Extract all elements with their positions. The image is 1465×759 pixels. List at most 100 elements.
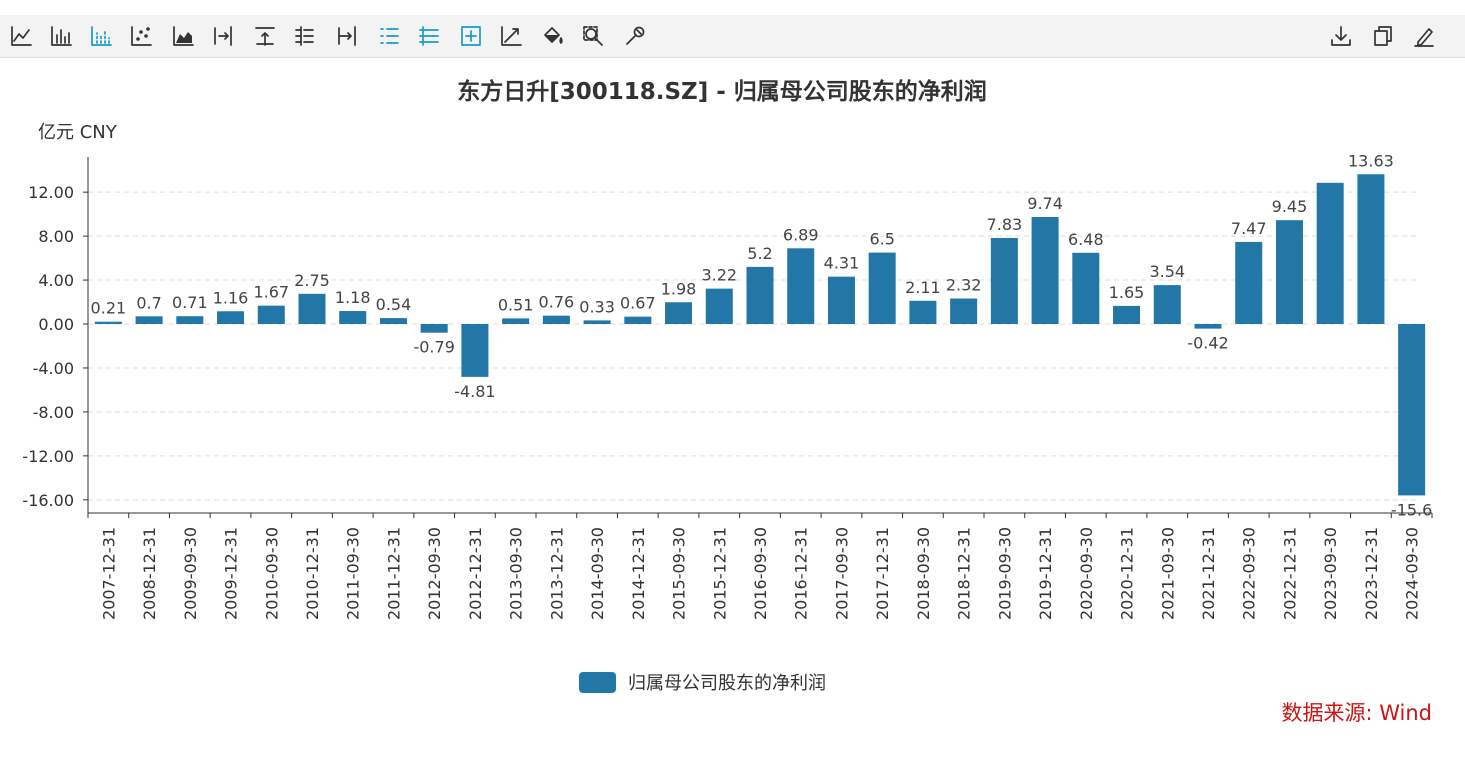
tree-list-button[interactable] bbox=[292, 23, 318, 49]
zoom-icon bbox=[583, 26, 603, 46]
bar[interactable] bbox=[868, 252, 896, 325]
bar[interactable] bbox=[909, 300, 937, 325]
bar-chart: 东方日升[300118.SZ] - 归属母公司股东的净利润 亿元 CNY 12.… bbox=[22, 78, 1433, 725]
data-label: 1.98 bbox=[661, 279, 697, 298]
bar[interactable] bbox=[1113, 305, 1141, 325]
line-chart-button[interactable] bbox=[8, 23, 34, 49]
bar[interactable] bbox=[461, 324, 489, 377]
x-tick-label: 2020-09-30 bbox=[1077, 527, 1096, 620]
data-label: 0.76 bbox=[539, 293, 575, 312]
dotted-bar-button[interactable] bbox=[88, 23, 114, 49]
bar[interactable] bbox=[1275, 220, 1303, 325]
bar[interactable] bbox=[1153, 285, 1181, 325]
bar[interactable] bbox=[1235, 241, 1263, 325]
x-tick-label: 2019-12-31 bbox=[1036, 527, 1055, 620]
wrench-button[interactable] bbox=[622, 23, 648, 49]
download-button[interactable] bbox=[1328, 23, 1354, 49]
x-tick-label: 2016-09-30 bbox=[751, 527, 770, 620]
stack-button[interactable] bbox=[416, 23, 442, 49]
x-tick-label: 2013-12-31 bbox=[547, 527, 566, 620]
area-chart-button[interactable] bbox=[170, 23, 196, 49]
bar[interactable] bbox=[217, 311, 245, 325]
bar[interactable] bbox=[705, 288, 733, 325]
chart-toolbar bbox=[0, 15, 1465, 58]
tree-list-icon bbox=[295, 26, 314, 46]
stack-icon bbox=[419, 26, 439, 46]
y-tick-label: 0.00 bbox=[38, 315, 74, 334]
x-tick-label: 2019-09-30 bbox=[995, 527, 1014, 620]
bar[interactable] bbox=[1031, 216, 1059, 325]
data-label: 0.71 bbox=[172, 293, 208, 312]
dotted-bar-icon bbox=[91, 26, 112, 46]
bar[interactable] bbox=[339, 311, 367, 325]
x-tick-label: 2016-12-31 bbox=[792, 527, 811, 620]
bar[interactable] bbox=[1194, 324, 1222, 329]
legend-label[interactable]: 归属母公司股东的净利润 bbox=[628, 673, 826, 694]
bar[interactable] bbox=[1072, 252, 1100, 325]
bar[interactable] bbox=[298, 293, 326, 325]
zoom-button[interactable] bbox=[580, 23, 606, 49]
bar[interactable] bbox=[502, 318, 530, 325]
bar[interactable] bbox=[624, 316, 652, 325]
arrow-to-line-button[interactable] bbox=[334, 23, 360, 49]
x-tick-label: 2023-12-31 bbox=[1362, 527, 1381, 620]
bar[interactable] bbox=[1316, 182, 1344, 325]
x-tick-label: 2011-09-30 bbox=[344, 527, 363, 620]
legend[interactable]: 归属母公司股东的净利润 bbox=[579, 672, 826, 694]
list-button[interactable] bbox=[376, 23, 402, 49]
x-tick-label: 2021-09-30 bbox=[1158, 527, 1177, 620]
data-label: -0.42 bbox=[1187, 334, 1228, 353]
bar[interactable] bbox=[827, 276, 855, 325]
data-label: 2.32 bbox=[946, 276, 982, 295]
bar[interactable] bbox=[542, 315, 570, 325]
fill-bucket-button[interactable] bbox=[540, 23, 566, 49]
x-tick-label: 2012-09-30 bbox=[425, 527, 444, 620]
data-label: 2.75 bbox=[294, 271, 330, 290]
bar[interactable] bbox=[787, 248, 815, 325]
y-unit-label: 亿元 CNY bbox=[38, 122, 118, 143]
x-tick-label: 2014-09-30 bbox=[588, 527, 607, 620]
legend-swatch[interactable] bbox=[579, 672, 616, 693]
y-tick-label: -4.00 bbox=[33, 359, 74, 378]
bar[interactable] bbox=[379, 318, 407, 325]
add-box-button[interactable] bbox=[458, 23, 484, 49]
data-label: 3.22 bbox=[701, 266, 737, 285]
chart-title: 东方日升[300118.SZ] - 归属母公司股东的净利润 bbox=[457, 78, 987, 105]
data-label: -15.6 bbox=[1391, 500, 1432, 519]
align-top-button[interactable] bbox=[252, 23, 278, 49]
bar[interactable] bbox=[950, 298, 978, 325]
x-tick-label: 2015-09-30 bbox=[670, 527, 689, 620]
bar[interactable] bbox=[1357, 174, 1385, 325]
bar[interactable] bbox=[257, 305, 285, 325]
data-label: 1.65 bbox=[1109, 283, 1145, 302]
fill-bucket-icon bbox=[544, 27, 563, 44]
bar[interactable] bbox=[176, 316, 204, 325]
bar[interactable] bbox=[94, 321, 122, 325]
bar[interactable] bbox=[420, 324, 448, 333]
data-label: 6.89 bbox=[783, 225, 819, 244]
bar[interactable] bbox=[1398, 324, 1426, 496]
copy-button[interactable] bbox=[1370, 23, 1396, 49]
x-tick-label: 2024-09-30 bbox=[1403, 527, 1422, 620]
align-right-button[interactable] bbox=[210, 23, 236, 49]
y-tick-labels: 12.00 8.00 4.00 0.00 -4.00 -8.00 -12.00 -16.00 bbox=[22, 183, 74, 510]
data-label: 3.54 bbox=[1149, 262, 1185, 281]
x-tick-label: 2017-12-31 bbox=[873, 527, 892, 620]
y-tick-label: -16.00 bbox=[22, 491, 74, 510]
bar[interactable] bbox=[583, 320, 611, 325]
bar[interactable] bbox=[746, 266, 774, 325]
list-icon bbox=[380, 28, 399, 44]
data-label: 4.31 bbox=[824, 254, 860, 273]
scatter-icon bbox=[131, 26, 152, 46]
edit-button[interactable] bbox=[1411, 23, 1437, 49]
scatter-button[interactable] bbox=[128, 23, 154, 49]
copy-icon bbox=[1374, 26, 1392, 46]
bar[interactable] bbox=[135, 316, 163, 325]
data-label: 0.51 bbox=[498, 295, 534, 314]
bar[interactable] bbox=[665, 302, 693, 325]
trend-icon bbox=[501, 26, 522, 46]
bar-chart-button[interactable] bbox=[48, 23, 74, 49]
data-source: 数据来源: Wind bbox=[1281, 701, 1432, 725]
trend-button[interactable] bbox=[498, 23, 524, 49]
bar[interactable] bbox=[990, 237, 1018, 325]
